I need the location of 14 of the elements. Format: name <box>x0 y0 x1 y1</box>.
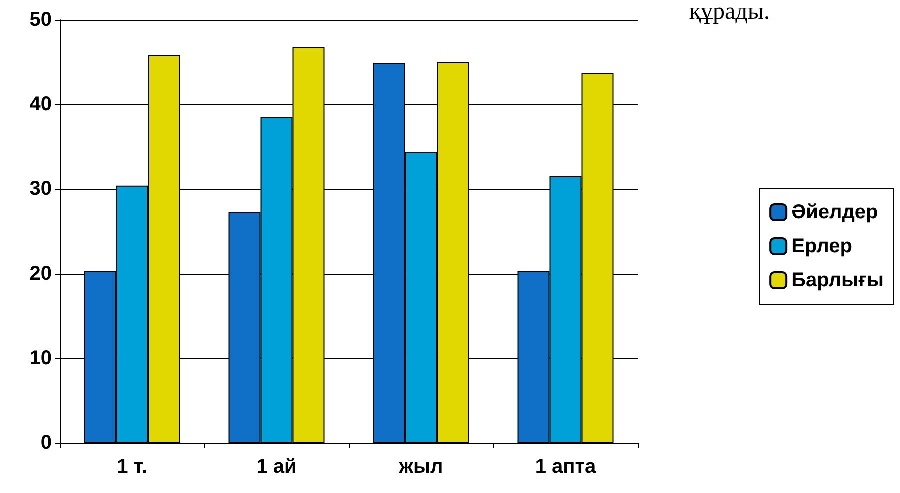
y-tick-label: 30 <box>30 178 52 200</box>
text: құрады. <box>689 0 770 25</box>
legend-label: Әйелдер <box>792 202 878 224</box>
legend-label: Ерлер <box>792 236 852 258</box>
y-tick-label: 40 <box>30 94 52 116</box>
x-tick-label: 1 апта <box>535 456 598 478</box>
y-tick-label: 10 <box>30 347 52 370</box>
x-tick-label: жыл <box>398 456 444 478</box>
legend-label: Барлығы <box>792 270 884 292</box>
x-tick-label: 1 ай <box>256 456 297 478</box>
x-tick-label: 1 т. <box>117 456 148 478</box>
y-tick-label: 50 <box>30 9 52 31</box>
y-tick-label: 0 <box>40 432 52 454</box>
y-tick-label: 20 <box>30 262 52 285</box>
